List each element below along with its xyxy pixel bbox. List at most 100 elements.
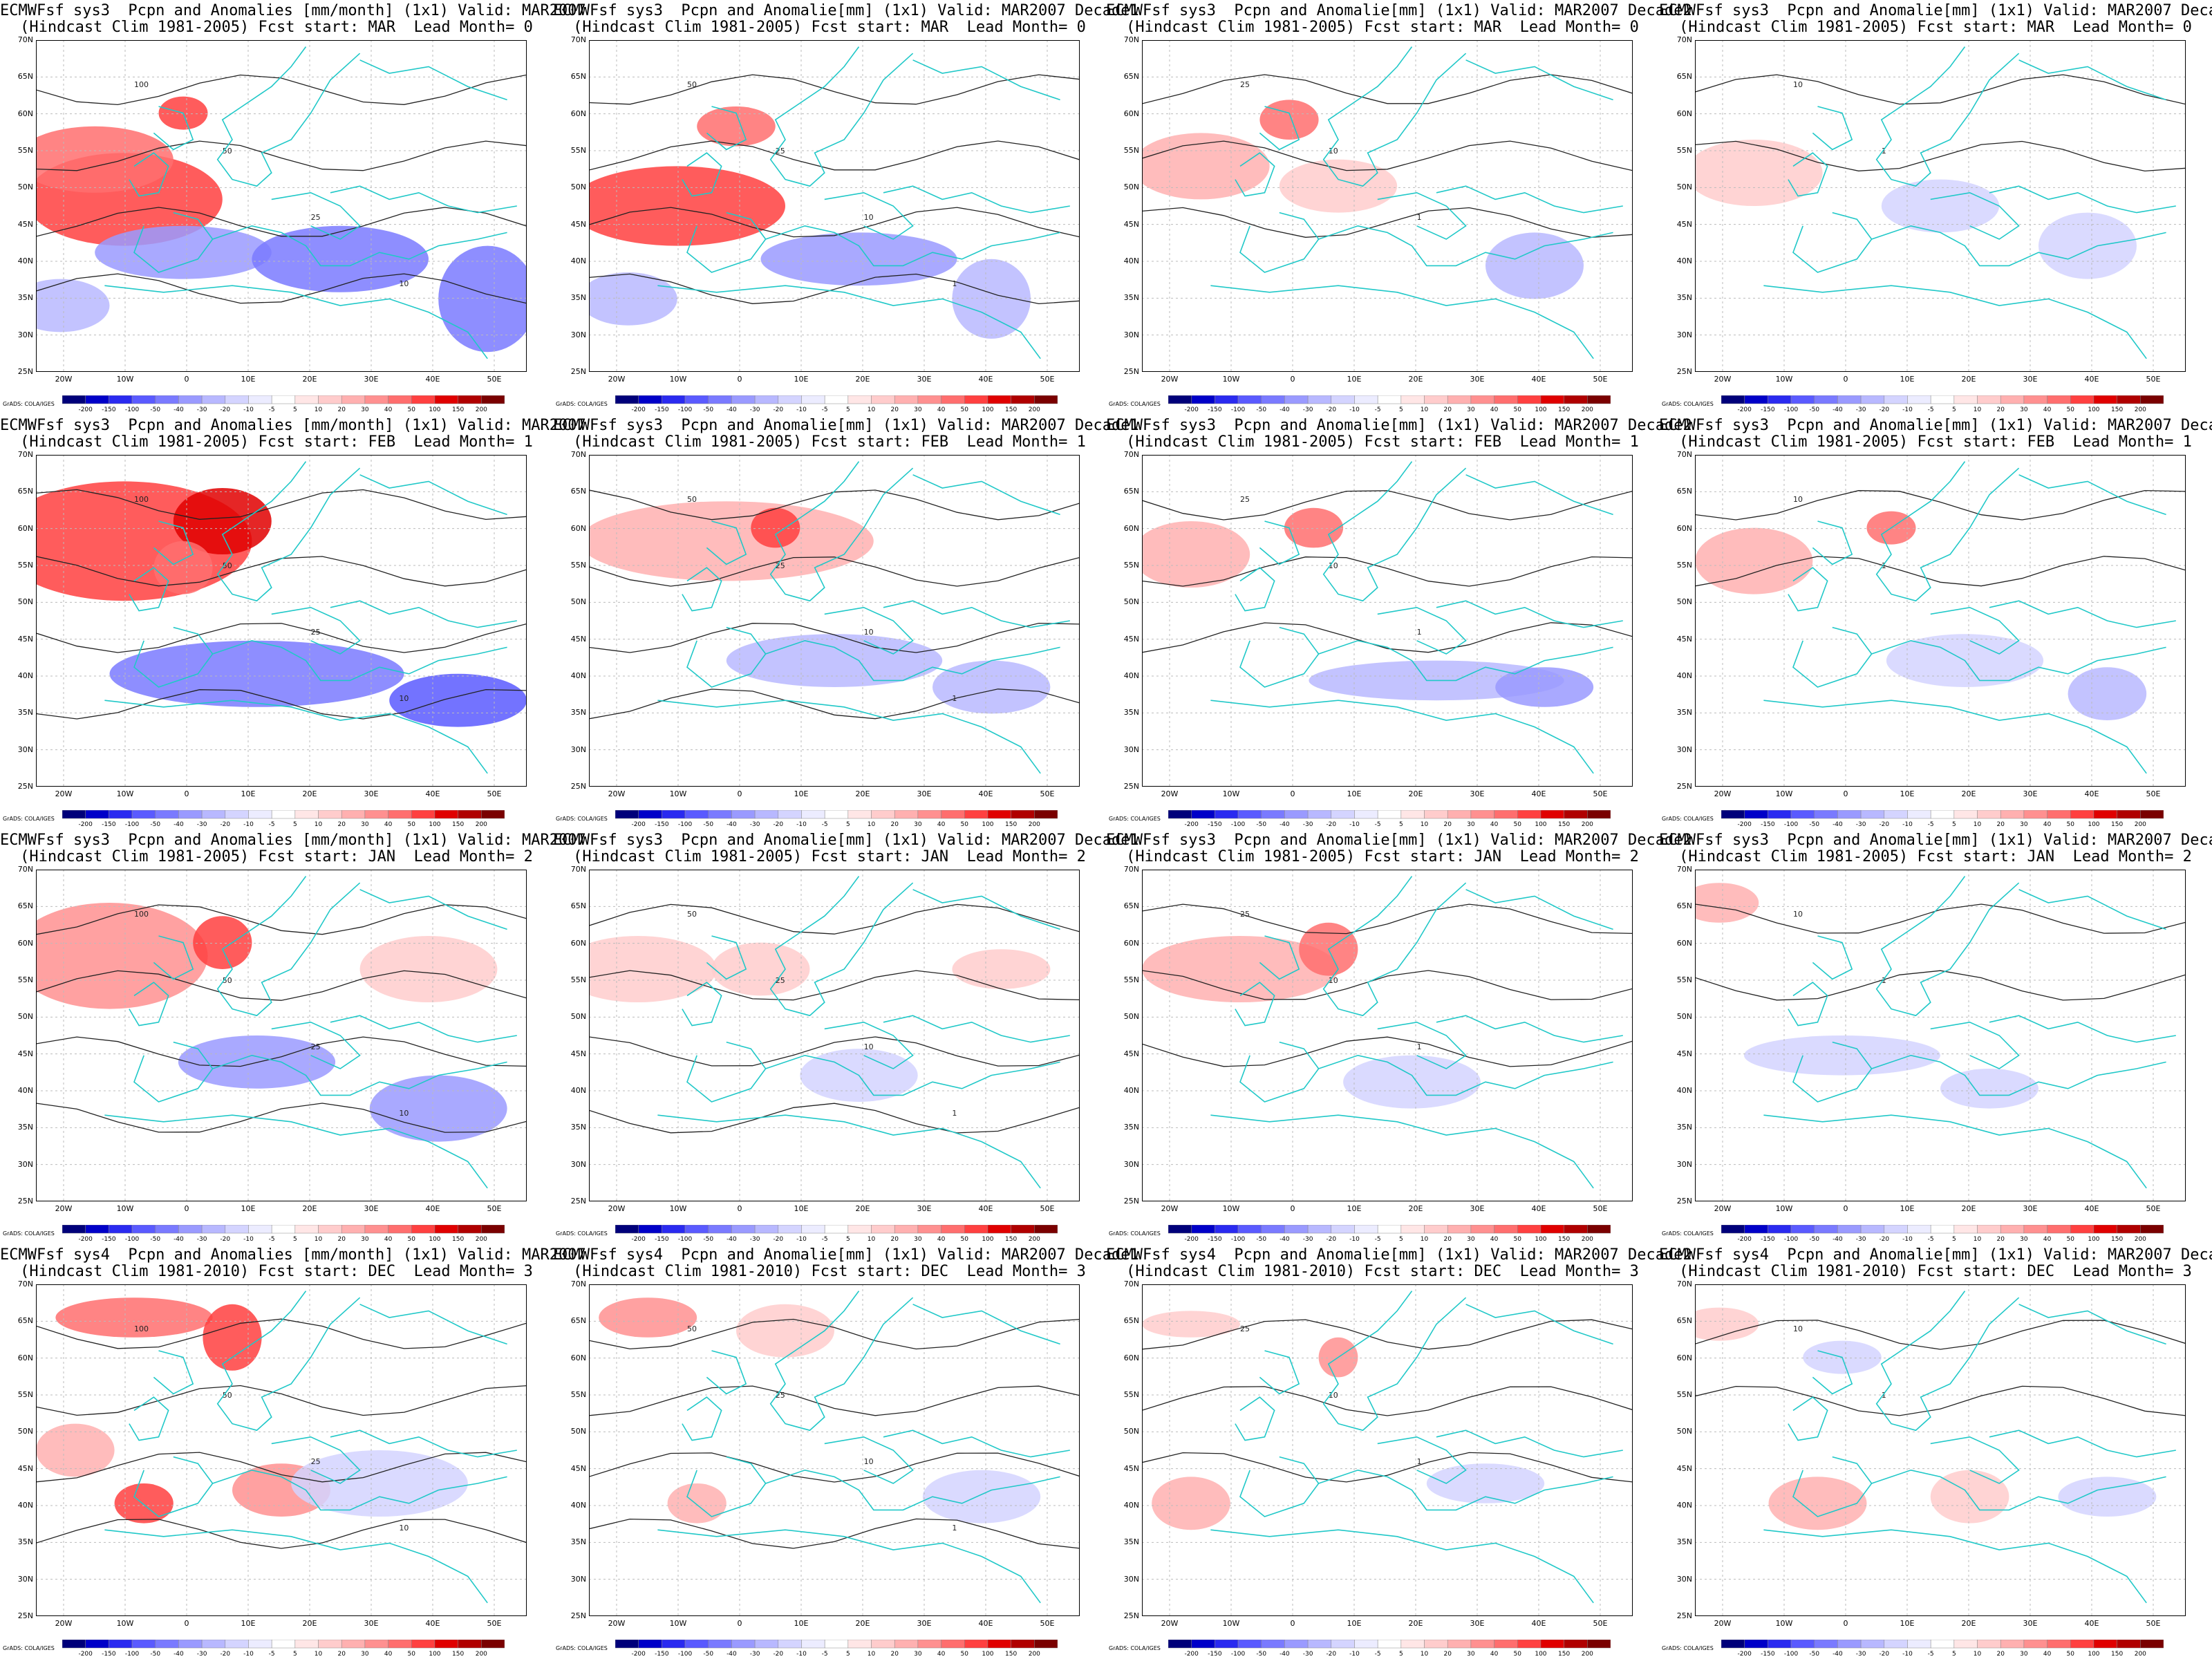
colorbar-swatch [155,810,179,819]
coastline [686,212,767,273]
longitude-label: 20W [1714,375,1732,384]
contour-label: 50 [687,80,697,89]
colorbar-swatch [1261,1640,1285,1649]
panel-title: ECMWFsf sys4 Pcpn and Anomalies [mm/mont… [0,1246,586,1264]
colorbar-swatch [1744,1225,1768,1234]
colorbar-label: 100 [429,406,440,412]
coastline [912,1304,1060,1345]
latitude-label: 65N [1676,487,1692,496]
latitude-label: 25N [17,782,33,791]
colorbar-swatch [1331,1225,1355,1234]
longitude-label: 20W [1714,789,1732,798]
latitude-label: 50N [1123,182,1139,192]
colorbar-swatch [1814,1225,1838,1234]
colorbar-label: 20 [1443,406,1452,412]
colorbar-swatch [1307,395,1332,404]
colorbar-label: 50 [2067,821,2075,827]
colorbar-swatch [1587,395,1611,404]
colorbar-swatch [847,810,872,819]
grads-credit: GrADS: COLA/IGES [1109,1230,1161,1237]
colorbar-swatch [1814,810,1838,819]
colorbar-swatch [801,1640,825,1649]
colorbar-label: 150 [2111,821,2123,827]
coastline [1930,606,2020,655]
colorbar-label: 100 [1535,406,1546,412]
longitude-label: 0 [737,1619,742,1628]
contour-line [1142,140,1633,171]
coastline [271,1436,361,1484]
latitude-label: 70N [570,865,586,874]
colorbar-label: 30 [1467,1651,1475,1656]
colorbar-label: -100 [678,406,693,412]
colorbar-swatch [201,810,226,819]
anomaly-region [1284,507,1344,548]
anomaly-region [736,1304,834,1358]
colorbar-label: 50 [1514,406,1522,412]
colorbar-swatch [271,810,296,819]
longitude-label: 10W [1775,1204,1793,1213]
colorbar-label: -200 [78,406,93,412]
colorbar-label: 10 [868,1651,876,1656]
colorbar-swatch [1744,395,1768,404]
colorbar-swatch [1261,1225,1285,1234]
colorbar-label: 40 [2043,1236,2052,1241]
contour-label: 50 [687,910,697,919]
colorbar-swatch [871,1640,895,1649]
colorbar-swatch [364,395,388,404]
map-area: 10 1 [1695,455,2186,787]
colorbar-swatch [1470,395,1494,404]
latitude-label: 50N [1123,597,1139,607]
longitude-label: 10E [1347,1204,1362,1213]
colorbar-swatch [2047,1640,2071,1649]
latitude-label: 65N [1676,72,1692,82]
colorbar-label: 30 [2020,821,2028,827]
colorbar-label: -30 [750,821,760,827]
colorbar-label: -40 [727,1236,737,1241]
latitude-label: 55N [1123,1390,1139,1399]
coastline [883,1015,1070,1043]
anomaly-region [36,1423,115,1477]
map-area: 10 1 [1695,40,2186,372]
colorbar-swatch [341,1225,366,1234]
colorbar-label: -150 [1208,406,1222,412]
colorbar-label: 150 [1005,821,1017,827]
colorbar: -200 -150 -100 -50 -40 -30 -20 -10 -5 5 10 20 30 40 50… [62,395,505,412]
colorbar-label: -30 [197,406,207,412]
colorbar-swatch [1953,1640,1978,1649]
colorbar-label: -30 [1303,1651,1313,1656]
latitude-label: 30N [570,744,586,754]
longitude-label: 30E [1470,1619,1485,1628]
latitude-label: 35N [17,1537,33,1547]
latitude-label: 65N [1123,72,1139,82]
panel-subtitle: (Hindcast Clim 1981-2005) Fcst start: FE… [573,433,1086,451]
colorbar-label: 30 [361,1651,369,1656]
latitude-label: 35N [1676,1537,1692,1547]
coastline [1875,461,2020,602]
colorbar-swatch [824,810,849,819]
anomaly-region [203,1304,262,1371]
colorbar-swatch [662,810,686,819]
colorbar-swatch [458,1640,482,1649]
colorbar-label: -30 [197,1651,207,1656]
coastline [765,1054,1060,1096]
latitude-label: 35N [17,293,33,303]
latitude-label: 25N [1676,367,1692,376]
coastline [1763,1529,2147,1604]
colorbar-swatch [1470,1640,1494,1649]
colorbar-swatch [1860,810,1885,819]
contour-line [36,688,527,720]
colorbar-label: 200 [2135,406,2146,412]
coastline [1235,567,1275,612]
latitude-label: 65N [17,1316,33,1326]
colorbar-label: -20 [773,1236,783,1241]
colorbar-swatch [2070,810,2094,819]
colorbar-swatch [1168,1640,1192,1649]
anomaly-region [1495,667,1594,707]
panel-subtitle: (Hindcast Clim 1981-2010) Fcst start: DE… [573,1263,1086,1280]
longitude-label: 10W [116,789,134,798]
colorbar-swatch [1237,395,1262,404]
coastline [765,639,1060,682]
colorbar-swatch [1034,395,1058,404]
coastline [104,1529,488,1604]
longitude-label: 10E [241,1204,256,1213]
